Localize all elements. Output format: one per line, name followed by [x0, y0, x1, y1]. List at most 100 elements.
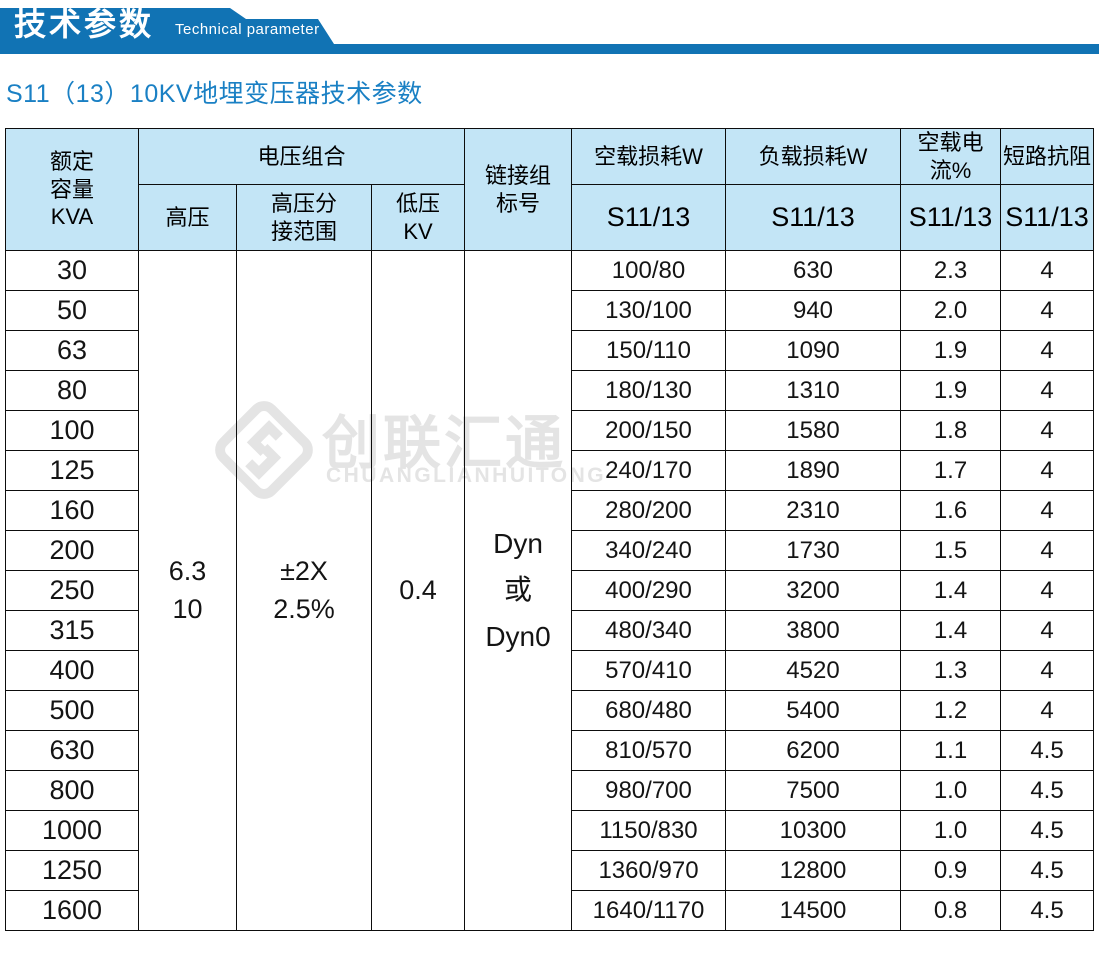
table-row: 50 130/100 940 2.0 4: [5, 290, 1094, 331]
header-model-no-load-current: S11/13: [900, 184, 1001, 251]
header-impedance: 短路抗阻: [1000, 128, 1094, 185]
cell-no-load-loss: 480/340: [571, 610, 726, 651]
cell-capacity: 1250: [5, 850, 139, 891]
cell-no-load-current: 2.3: [900, 250, 1001, 291]
header-load-loss: 负载损耗W: [725, 128, 901, 185]
cell-no-load-current: 1.4: [900, 570, 1001, 611]
cell-load-loss: 3200: [725, 570, 901, 611]
cell-hv-merged: 6.3 10: [138, 250, 237, 931]
table-row: 100 200/150 1580 1.8 4: [5, 410, 1094, 451]
cell-no-load-loss: 1150/830: [571, 810, 726, 851]
table-row: 30 6.3 10 ±2X 2.5% 0.4 Dyn 或 Dyn0 100/80 630 2.…: [5, 250, 1094, 931]
header-no-load-loss: 空载损耗W: [571, 128, 726, 185]
cell-no-load-current: 1.0: [900, 810, 1001, 851]
cell-load-loss: 7500: [725, 770, 901, 811]
cell-capacity: 160: [5, 490, 139, 531]
cell-hv-tap-merged: ±2X 2.5%: [236, 250, 372, 931]
cell-no-load-loss: 810/570: [571, 730, 726, 771]
cell-capacity: 30: [5, 250, 139, 291]
cell-no-load-loss: 570/410: [571, 650, 726, 691]
cell-impedance: 4.5: [1000, 730, 1094, 771]
cell-no-load-current: 1.4: [900, 610, 1001, 651]
table-row: 1250 1360/970 12800 0.9 4.5: [5, 850, 1094, 891]
cell-no-load-current: 0.8: [900, 890, 1001, 931]
cell-load-loss: 940: [725, 290, 901, 331]
cell-impedance: 4.5: [1000, 890, 1094, 931]
cell-no-load-loss: 150/110: [571, 330, 726, 371]
cell-no-load-loss: 340/240: [571, 530, 726, 571]
table-row: 250 400/290 3200 1.4 4: [5, 570, 1094, 611]
cell-no-load-loss: 1640/1170: [571, 890, 726, 931]
table-row: 315 480/340 3800 1.4 4: [5, 610, 1094, 651]
cell-impedance: 4: [1000, 570, 1094, 611]
cell-capacity: 500: [5, 690, 139, 731]
cell-capacity: 250: [5, 570, 139, 611]
cell-no-load-loss: 180/130: [571, 370, 726, 411]
cell-impedance: 4.5: [1000, 810, 1094, 851]
table-body: 30 6.3 10 ±2X 2.5% 0.4 Dyn 或 Dyn0 100/80 630 2.…: [5, 250, 1094, 931]
cell-connection-merged: Dyn 或 Dyn0: [464, 250, 572, 931]
cell-no-load-current: 1.9: [900, 370, 1001, 411]
cell-load-loss: 3800: [725, 610, 901, 651]
cell-capacity: 1600: [5, 890, 139, 931]
table-row: 800 980/700 7500 1.0 4.5: [5, 770, 1094, 811]
parameters-table: 额定 容量 KVA 电压组合 链接组 标号 空载损耗W 负载损耗W 空载电流% …: [5, 128, 1094, 931]
cell-load-loss: 630: [725, 250, 901, 291]
banner-title: 技术参数: [14, 6, 155, 42]
cell-load-loss: 2310: [725, 490, 901, 531]
table-row: 200 340/240 1730 1.5 4: [5, 530, 1094, 571]
cell-impedance: 4.5: [1000, 770, 1094, 811]
header-capacity: 额定 容量 KVA: [5, 128, 139, 251]
cell-load-loss: 12800: [725, 850, 901, 891]
cell-load-loss: 10300: [725, 810, 901, 851]
cell-capacity: 63: [5, 330, 139, 371]
header-voltage-group: 电压组合: [138, 128, 465, 185]
cell-load-loss: 1890: [725, 450, 901, 491]
cell-capacity: 400: [5, 650, 139, 691]
cell-impedance: 4: [1000, 410, 1094, 451]
cell-no-load-loss: 130/100: [571, 290, 726, 331]
cell-no-load-current: 1.7: [900, 450, 1001, 491]
cell-load-loss: 1090: [725, 330, 901, 371]
cell-no-load-current: 1.8: [900, 410, 1001, 451]
cell-impedance: 4: [1000, 370, 1094, 411]
table-row: 63 150/110 1090 1.9 4: [5, 330, 1094, 371]
header-model-no-load-loss: S11/13: [571, 184, 726, 251]
cell-no-load-current: 1.2: [900, 690, 1001, 731]
section-banner: 技术参数 Technical parameter: [0, 0, 1099, 60]
header-no-load-current: 空载电流%: [900, 128, 1001, 185]
cell-no-load-current: 2.0: [900, 290, 1001, 331]
cell-capacity: 1000: [5, 810, 139, 851]
cell-lv-merged: 0.4: [371, 250, 465, 931]
cell-load-loss: 6200: [725, 730, 901, 771]
cell-no-load-current: 1.5: [900, 530, 1001, 571]
cell-no-load-loss: 680/480: [571, 690, 726, 731]
table-row: 80 180/130 1310 1.9 4: [5, 370, 1094, 411]
header-model-impedance: S11/13: [1000, 184, 1094, 251]
cell-impedance: 4.5: [1000, 850, 1094, 891]
cell-load-loss: 1580: [725, 410, 901, 451]
cell-impedance: 4: [1000, 330, 1094, 371]
cell-no-load-current: 1.0: [900, 770, 1001, 811]
cell-impedance: 4: [1000, 250, 1094, 291]
table-row: 1000 1150/830 10300 1.0 4.5: [5, 810, 1094, 851]
cell-no-load-loss: 1360/970: [571, 850, 726, 891]
cell-load-loss: 1730: [725, 530, 901, 571]
header-connection: 链接组 标号: [464, 128, 572, 251]
cell-no-load-loss: 100/80: [571, 250, 726, 291]
cell-impedance: 4: [1000, 490, 1094, 531]
header-hv-tap: 高压分 接范围: [236, 184, 372, 251]
banner-ribbon-shape: [0, 8, 1099, 54]
cell-no-load-current: 1.6: [900, 490, 1001, 531]
cell-no-load-loss: 400/290: [571, 570, 726, 611]
banner-subtitle: Technical parameter: [175, 21, 320, 38]
cell-impedance: 4: [1000, 650, 1094, 691]
cell-capacity: 50: [5, 290, 139, 331]
cell-capacity: 200: [5, 530, 139, 571]
cell-no-load-current: 1.1: [900, 730, 1001, 771]
header-hv: 高压: [138, 184, 237, 251]
cell-impedance: 4: [1000, 530, 1094, 571]
cell-capacity: 800: [5, 770, 139, 811]
header-model-load-loss: S11/13: [725, 184, 901, 251]
cell-no-load-current: 1.9: [900, 330, 1001, 371]
